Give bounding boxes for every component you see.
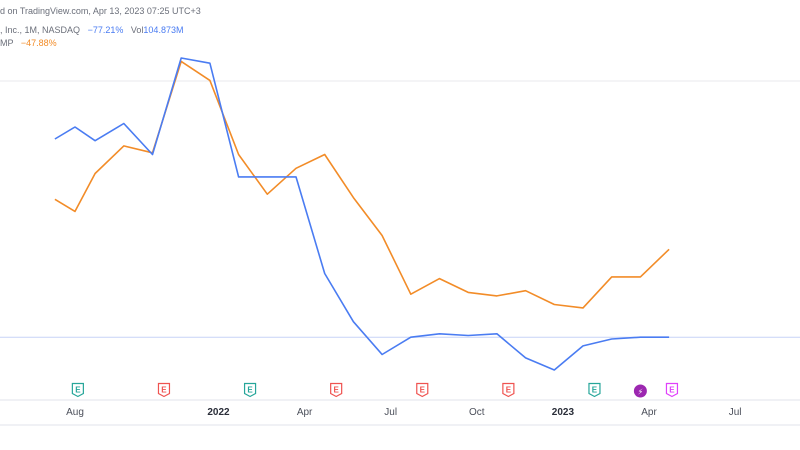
earnings-marker[interactable]: E bbox=[243, 382, 257, 398]
earnings-marker-shape bbox=[416, 382, 429, 398]
earnings-marker-shape bbox=[330, 382, 343, 398]
earnings-marker-shape bbox=[157, 382, 171, 398]
legend-series1-change: −77.21% bbox=[87, 25, 124, 35]
earnings-marker-shape bbox=[665, 382, 679, 398]
legend-series2-name: MP bbox=[0, 38, 14, 48]
earnings-marker-letter: E bbox=[420, 386, 426, 395]
earnings-marker-letter: E bbox=[247, 386, 253, 395]
legend-series1-name: , Inc., 1M, NASDAQ bbox=[0, 25, 81, 35]
x-tick-label: Oct bbox=[469, 407, 485, 418]
earnings-marker-letter: E bbox=[333, 386, 339, 395]
x-tick-label: Jul bbox=[729, 407, 742, 418]
earnings-marker-letter: E bbox=[592, 386, 598, 395]
x-tick-label: Apr bbox=[641, 407, 657, 418]
legend-series1-vol-value: 104.873M bbox=[143, 25, 184, 35]
earnings-marker-shape bbox=[71, 382, 84, 398]
earnings-marker[interactable]: E bbox=[502, 382, 515, 398]
dividend-marker[interactable]: ⚡ bbox=[633, 384, 647, 398]
earnings-marker-letter: E bbox=[669, 386, 675, 395]
earnings-marker-shape bbox=[588, 382, 601, 398]
earnings-marker[interactable]: E bbox=[157, 382, 171, 398]
earnings-marker[interactable]: E bbox=[665, 382, 679, 398]
legend-series2[interactable]: MP −47.88% bbox=[0, 38, 57, 48]
earnings-marker[interactable]: E bbox=[71, 382, 84, 398]
dividend-marker-circle bbox=[633, 384, 647, 398]
x-axis: Aug 2022 Apr Jul Oct 2023 Apr Jul bbox=[0, 399, 800, 426]
legend-series2-change: −47.88% bbox=[20, 38, 57, 48]
x-tick-label: 2023 bbox=[552, 407, 575, 418]
series1-line[interactable] bbox=[54, 57, 670, 371]
earnings-layer: E E E E E E E ⚡ E bbox=[71, 382, 679, 398]
series2-line[interactable] bbox=[54, 60, 670, 309]
earnings-marker[interactable]: E bbox=[330, 382, 343, 398]
legend-series1[interactable]: , Inc., 1M, NASDAQ −77.21% Vol104.873M bbox=[0, 25, 183, 35]
earnings-marker[interactable]: E bbox=[416, 382, 429, 398]
watermark-text: d on TradingView.com, Apr 13, 2023 07:25… bbox=[0, 6, 201, 16]
dividend-marker-glyph: ⚡ bbox=[638, 388, 644, 397]
earnings-marker-letter: E bbox=[75, 386, 81, 395]
earnings-marker-letter: E bbox=[161, 386, 167, 395]
earnings-marker-shape bbox=[502, 382, 515, 398]
earnings-marker[interactable]: E bbox=[588, 382, 601, 398]
x-tick-label: Aug bbox=[66, 407, 84, 418]
earnings-marker-shape bbox=[243, 382, 257, 398]
x-tick-label: Apr bbox=[297, 407, 313, 418]
legend-series1-vol-label: Vol bbox=[130, 25, 144, 35]
watermark-line: d on TradingView.com, Apr 13, 2023 07:25… bbox=[0, 6, 201, 16]
x-tick-label: Jul bbox=[384, 407, 397, 418]
earnings-marker-letter: E bbox=[506, 386, 512, 395]
x-tick-label: 2022 bbox=[207, 407, 230, 418]
series-layer bbox=[54, 57, 670, 371]
